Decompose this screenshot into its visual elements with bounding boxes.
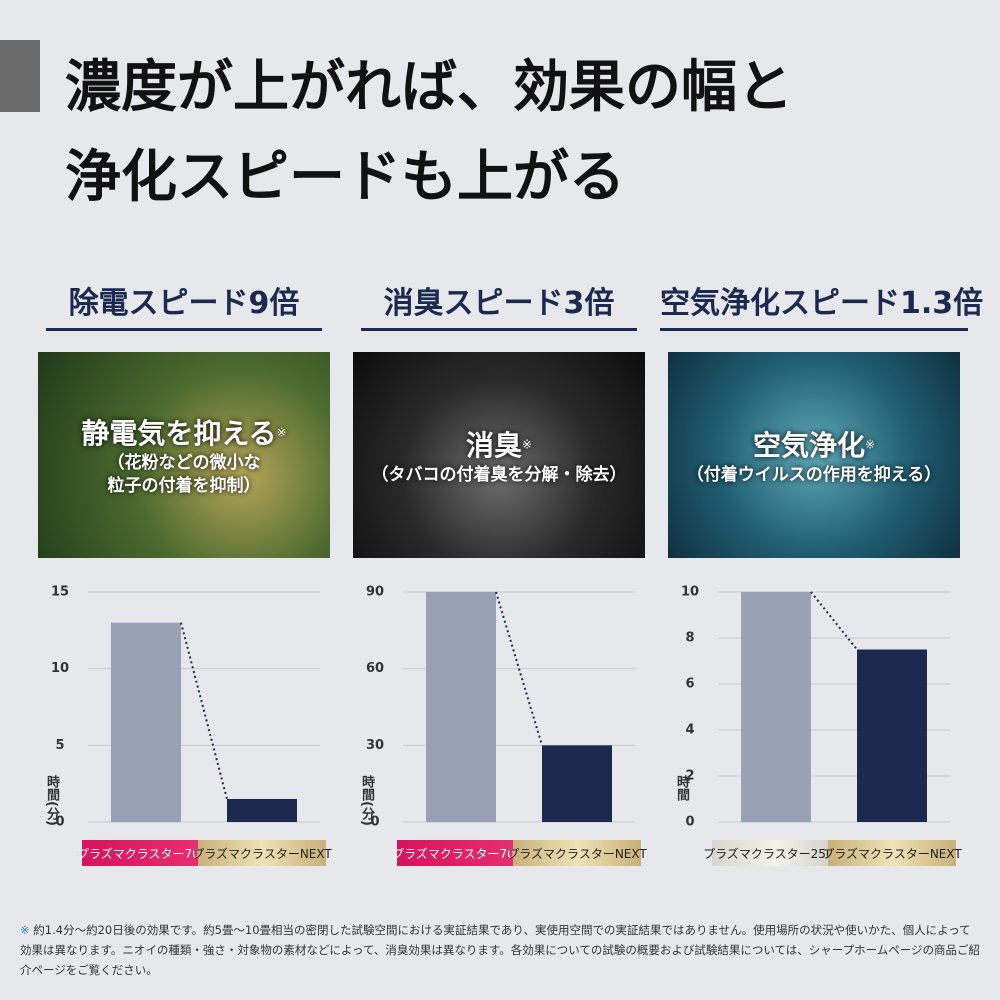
- bar: [542, 745, 612, 822]
- bar: [111, 622, 181, 822]
- y-tick-label: 4: [685, 723, 694, 738]
- accent-bar: [0, 40, 40, 112]
- y-tick-label: 2: [685, 769, 694, 784]
- y-tick-label: 8: [685, 631, 694, 646]
- y-axis-label: 時間(分): [44, 775, 59, 826]
- photo-subtitle: （付着ウイルスの作用を抑える）: [686, 464, 942, 485]
- photo-title: 消臭: [465, 428, 522, 462]
- photo-mark: ※: [276, 425, 287, 440]
- bar: [741, 592, 811, 822]
- panel-heading: 空気浄化スピード1.3倍: [660, 278, 983, 331]
- photo-title: 静電気を抑える: [81, 417, 277, 451]
- y-axis-label: 時間: [674, 775, 689, 801]
- photo-title: 空気浄化: [752, 428, 865, 462]
- y-tick-label: 0: [370, 815, 379, 830]
- legend-badge: プラズマクラスターNEXT: [822, 840, 962, 866]
- photo: 空気浄化※ （付着ウイルスの作用を抑える）: [668, 352, 960, 558]
- legend-badge: プラズマクラスターNEXT: [192, 840, 332, 866]
- photo-subtitle: （花粉などの微小な: [107, 453, 261, 474]
- chart: 0 5 10 15: [51, 585, 320, 830]
- footnote-mark: ※: [20, 923, 30, 937]
- photo-mark: ※: [864, 437, 876, 452]
- y-tick-label: 10: [51, 661, 69, 676]
- y-tick-label: 60: [366, 661, 384, 676]
- photo: 消臭※ （タバコの付着臭を分解・除去）: [353, 352, 645, 558]
- photo-subtitle: （タバコの付着臭を分解・除去）: [371, 464, 627, 485]
- y-tick-label: 5: [55, 738, 64, 753]
- y-tick-label: 15: [51, 585, 69, 600]
- photo: 静電気を抑える※ （花粉などの微小な 粒子の付着を抑制）: [38, 352, 330, 558]
- legend-badge: プラズマクラスター7000: [392, 840, 530, 866]
- chart: 0 2 4 6 8 10: [681, 585, 950, 830]
- y-tick-label: 10: [681, 585, 699, 600]
- footnote-text: 約1.4分～約20日後の効果です。約5畳～10畳相当の密閉した試験空間における実…: [20, 923, 981, 978]
- photo-mark: ※: [521, 437, 533, 452]
- title-line: 浄化スピードも上がる: [65, 145, 625, 210]
- photo-title-row: 静電気を抑える※: [38, 412, 330, 452]
- panel-heading: 除電スピード9倍: [46, 278, 322, 331]
- panel-heading: 消臭スピード3倍: [361, 278, 637, 331]
- y-tick-label: 6: [685, 677, 694, 692]
- legend-badge: プラズマクラスター7000: [77, 840, 215, 866]
- title-line: 濃度が上がれば、効果の幅と: [65, 55, 793, 120]
- y-tick-label: 0: [55, 815, 64, 830]
- y-tick-label: 90: [366, 585, 384, 600]
- footnote: ※ 約1.4分～約20日後の効果です。約5畳～10畳相当の密閉した試験空間におけ…: [20, 920, 980, 980]
- y-tick-label: 30: [366, 738, 384, 753]
- trend-connector: [180, 622, 228, 800]
- photo-subtitle: 粒子の付着を抑制）: [107, 476, 261, 496]
- photo-title-row: 消臭※: [353, 424, 645, 464]
- bar: [426, 592, 496, 822]
- bar: [227, 799, 297, 822]
- y-tick-label: 0: [685, 815, 694, 830]
- y-axis-label: 時間(分): [359, 775, 374, 826]
- photo-title-row: 空気浄化※: [668, 424, 960, 464]
- legend-badge: プラズマクラスター25000: [703, 840, 849, 866]
- bar: [857, 649, 927, 822]
- trend-connector: [495, 591, 543, 746]
- chart: 0 30 60 90: [366, 585, 635, 830]
- legend-badge: プラズマクラスターNEXT: [507, 840, 647, 866]
- trend-connector: [810, 591, 858, 651]
